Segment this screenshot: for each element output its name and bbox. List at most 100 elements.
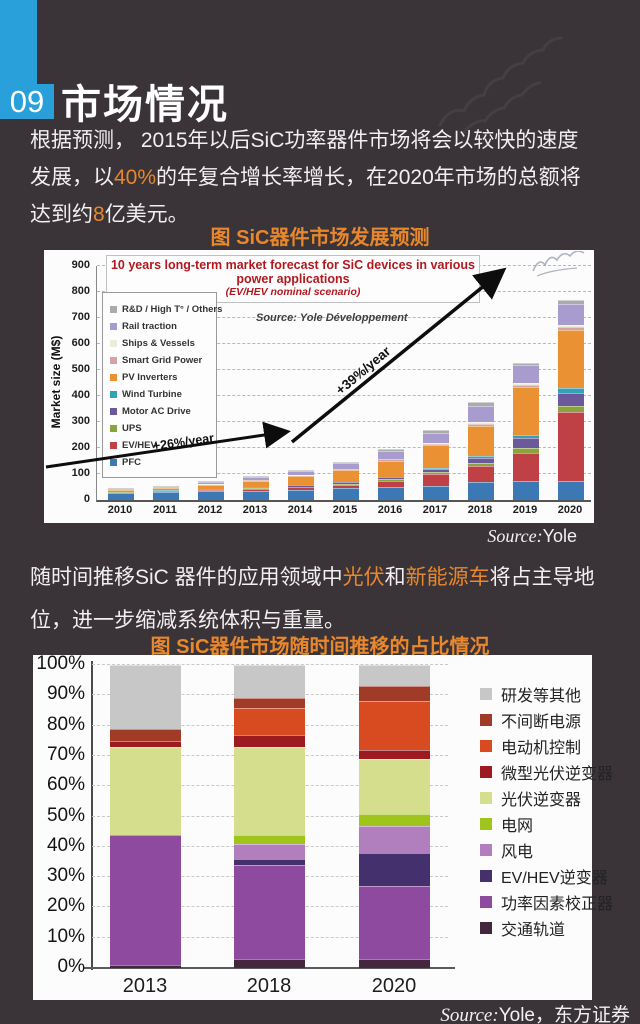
segment-EV/HEV <box>243 488 269 491</box>
legend-label: PV Inverters <box>122 372 178 383</box>
bar-2018 <box>233 665 305 968</box>
segment-EV/HEV逆变器 <box>233 858 305 865</box>
gridline <box>97 343 591 344</box>
chart1-legend: R&D / High T° / Others Rail traction Ships… <box>102 292 222 478</box>
segment-Rail traction <box>153 486 179 488</box>
y-tick-label: 30% <box>46 865 85 887</box>
segment-Smart Grid Power <box>333 469 359 471</box>
segment-微型光伏逆变器 <box>233 734 305 747</box>
legend-item: EV/HEV <box>110 437 216 454</box>
segment-光伏逆变器 <box>233 746 305 835</box>
segment-光伏逆变器 <box>109 746 181 835</box>
arrow-label-39pct: +39%/year <box>333 343 394 398</box>
segment-风电 <box>233 843 305 859</box>
bar-2017 <box>423 266 449 500</box>
gridline <box>97 447 591 448</box>
x-tick-label: 2016 <box>377 504 403 516</box>
bar-2015 <box>333 266 359 500</box>
segment-EV/HEV逆变器 <box>358 852 430 887</box>
segment-Wind Turbine <box>468 456 494 459</box>
body-line: 位，进一步缩减系统体积与重量。 <box>30 599 630 642</box>
text-segment: 发展，以 <box>30 166 114 189</box>
segment-Wind Turbine <box>378 476 404 478</box>
segment-UPS <box>378 479 404 481</box>
gridline <box>97 395 591 396</box>
segment-交通轨道 <box>109 964 181 968</box>
legend-swatch <box>110 442 117 449</box>
segment-UPS <box>333 483 359 485</box>
legend-item: PV Inverters <box>110 369 216 386</box>
segment-Smart Grid Power <box>558 327 584 330</box>
x-tick-label: 2012 <box>197 504 223 516</box>
gridline <box>97 369 591 370</box>
segment-Ships & Vessels <box>288 475 314 476</box>
text-segment: 随时间推移SiC 器件的应用领域中 <box>30 566 343 589</box>
x-tick-label: 2020 <box>557 504 583 516</box>
segment-R&D / High T° / Others <box>513 362 539 366</box>
page-title: 市场情况 <box>61 83 229 127</box>
legend-swatch <box>480 688 492 700</box>
chart1-subtitle: (EV/HEV nominal scenario) <box>225 286 361 298</box>
highlight-text: 40% <box>114 166 157 189</box>
segment-风电 <box>358 825 430 853</box>
y-tick-label: 500 <box>71 363 90 375</box>
legend-swatch <box>110 391 117 398</box>
segment-EV/HEV <box>513 453 539 482</box>
legend-item: 不间断电源 <box>480 707 613 733</box>
segment-不间断电源 <box>358 686 430 702</box>
bar-2012 <box>198 266 224 500</box>
legend-item: Wind Turbine <box>110 386 216 403</box>
legend-swatch <box>110 357 117 364</box>
segment-Wind Turbine <box>423 468 449 470</box>
body-line: 达到约8亿美元。 <box>30 196 620 233</box>
segment-不间断电源 <box>233 698 305 708</box>
y-tick-label: 200 <box>71 441 90 453</box>
body-line: 发展，以40%的年复合增长率增长，在2020年市场的总额将 <box>30 159 620 196</box>
chart2-panel: 0% 10% 20% 30% 40% 50% 60% 70% 80% 90% 100% 2013 20… <box>33 653 613 1000</box>
segment-R&D / High T° / Others <box>378 448 404 451</box>
bar-2018 <box>468 266 494 500</box>
x-tick-label: 2019 <box>512 504 538 516</box>
legend-item: PFC <box>110 454 216 471</box>
segment-Smart Grid Power <box>513 384 539 388</box>
legend-item: 交通轨道 <box>480 915 613 941</box>
segment-R&D / High T° / Others <box>198 481 224 483</box>
legend-label: 微型光伏逆变器 <box>501 766 614 783</box>
segment-PFC <box>288 489 314 500</box>
arrow-label-26pct: +26%/year <box>152 431 215 453</box>
legend-label: EV/HEV逆变器 <box>501 870 608 887</box>
body-paragraph-2: 随时间推移SiC 器件的应用领域中光伏和新能源车将占主导地 位，进一步缩减系统体积… <box>30 556 630 642</box>
page-number: 09 <box>9 84 45 119</box>
y-tick-label: 40% <box>46 834 85 856</box>
segment-Motor AC Drive <box>378 477 404 480</box>
segment-交通轨道 <box>358 958 430 968</box>
segment-PV Inverters <box>108 490 134 492</box>
x-tick-label: 2017 <box>422 504 448 516</box>
segment-EV/HEV <box>558 411 584 481</box>
segment-R&D / High T° / Others <box>288 469 314 472</box>
segment-PV Inverters <box>558 329 584 389</box>
segment-Ships & Vessels <box>243 479 269 481</box>
segment-Ships & Vessels <box>333 468 359 470</box>
y-tick-label: 300 <box>71 415 90 427</box>
y-tick-label: 700 <box>71 311 90 323</box>
y-tick-label: 0 <box>83 493 90 505</box>
y-tick-label: 800 <box>71 285 90 297</box>
segment-电动机控制 <box>233 707 305 735</box>
legend-swatch <box>110 340 117 347</box>
watermark-scribble <box>438 36 563 135</box>
segment-PFC <box>243 490 269 500</box>
segment-Rail traction <box>333 462 359 469</box>
y-tick-label: 70% <box>46 743 85 765</box>
y-tick-label: 400 <box>71 389 90 401</box>
legend-item: 电动机控制 <box>480 733 613 759</box>
body-line: 根据预测， 2015年以后SiC功率器件市场将会以较快的速度 <box>30 122 620 159</box>
gridline <box>97 421 591 422</box>
x-tick-label: 2014 <box>287 504 313 516</box>
segment-UPS <box>468 463 494 467</box>
segment-PFC <box>513 481 539 500</box>
y-tick-label: 80% <box>46 713 85 735</box>
segment-Rail traction <box>378 450 404 459</box>
segment-不间断电源 <box>109 728 181 741</box>
